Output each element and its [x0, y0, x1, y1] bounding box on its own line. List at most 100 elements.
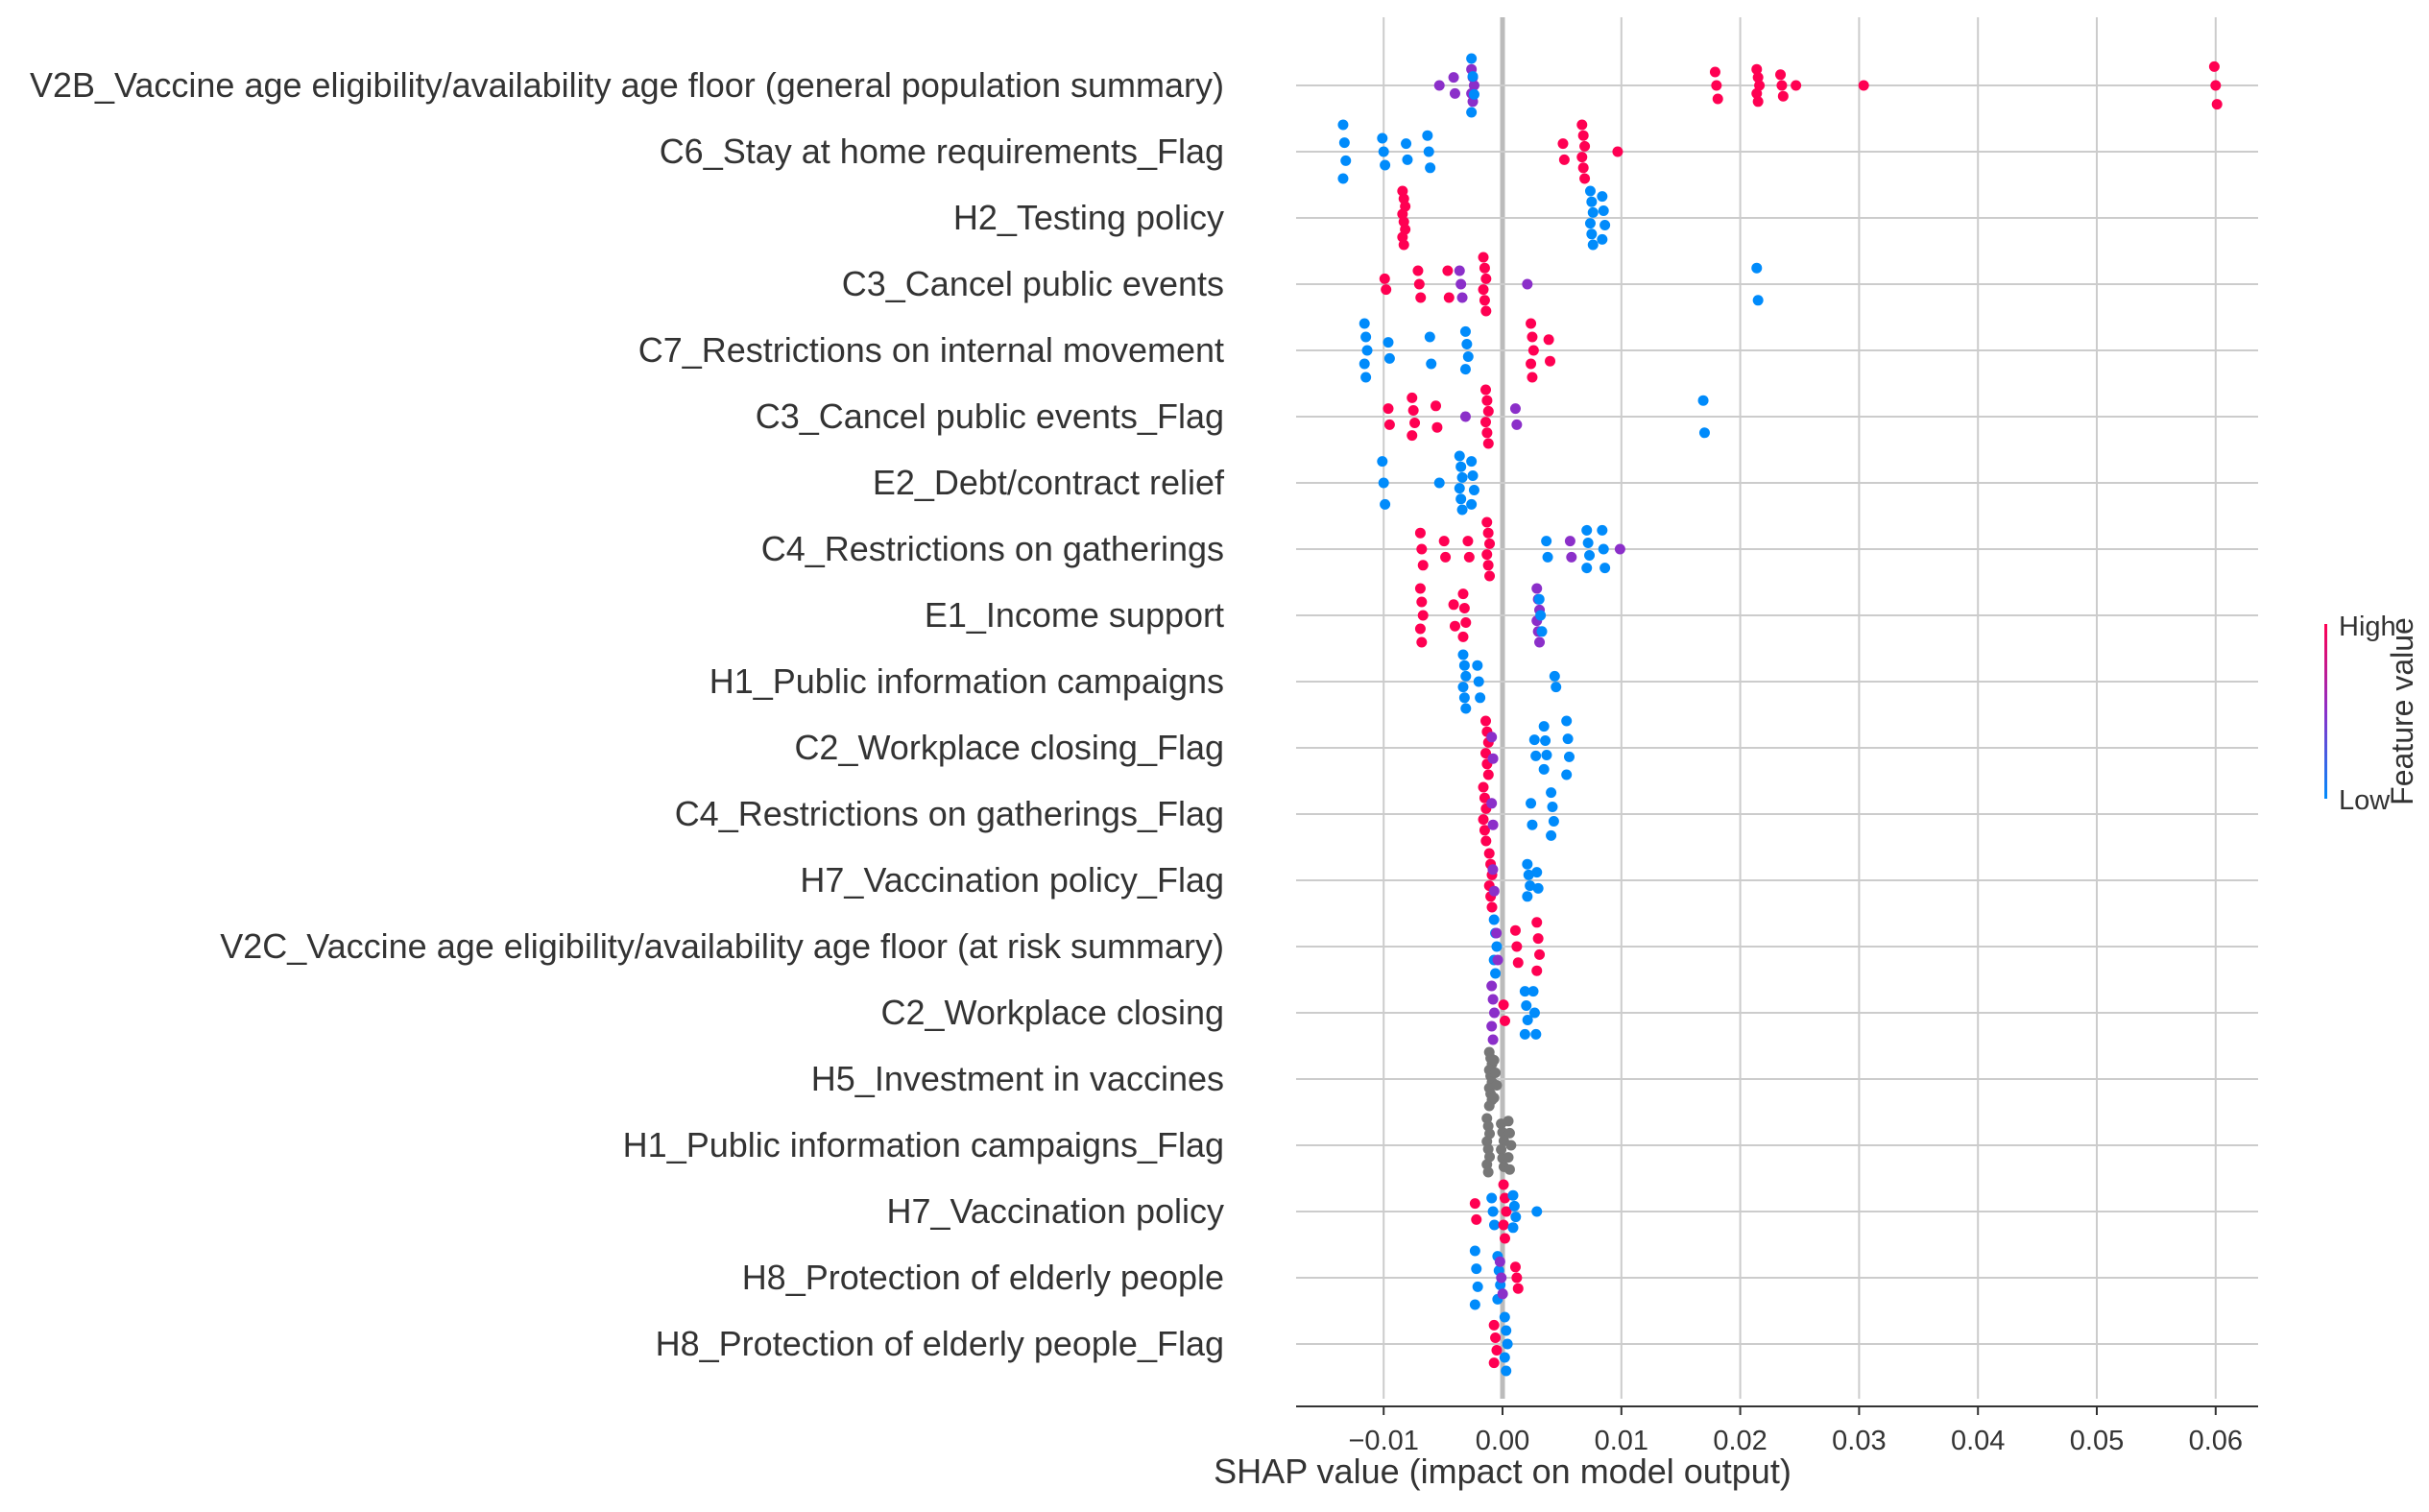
shap-point: [1531, 1206, 1543, 1217]
shap-point: [1438, 536, 1450, 547]
shap-point: [1499, 1192, 1510, 1204]
shap-point: [1498, 999, 1509, 1011]
shap-point: [1490, 968, 1502, 979]
shap-point: [1538, 721, 1550, 732]
shap-point: [1564, 536, 1575, 547]
shap-point: [1455, 278, 1467, 290]
shap-point: [1480, 417, 1492, 428]
shap-point: [1751, 63, 1763, 75]
shap-point: [1401, 138, 1412, 150]
shap-point: [1496, 1143, 1507, 1155]
shap-point: [1712, 93, 1723, 105]
shap-point: [1532, 933, 1544, 945]
shap-point: [1457, 649, 1469, 660]
shap-point: [1459, 325, 1471, 337]
shap-point: [1597, 524, 1608, 536]
shap-point: [1480, 748, 1492, 759]
feature-rows: V2B_Vaccine age eligibility/availability…: [30, 65, 2258, 1363]
shap-point: [1488, 1357, 1500, 1369]
shap-point: [1377, 132, 1388, 144]
shap-point: [1612, 146, 1623, 157]
shap-point: [1541, 536, 1552, 547]
shap-point: [1542, 551, 1553, 563]
shap-point: [1467, 470, 1479, 482]
shap-point: [1377, 456, 1388, 468]
shap-point: [1482, 1166, 1494, 1178]
shap-point: [1536, 626, 1548, 637]
shap-point: [1507, 1222, 1519, 1234]
shap-point: [1481, 549, 1493, 561]
shap-point: [1551, 682, 1562, 693]
shap-point: [1455, 461, 1467, 472]
shap-point: [1456, 292, 1468, 303]
shap-point: [1501, 1365, 1512, 1377]
shap-point: [1698, 427, 1710, 439]
shap-point: [1423, 146, 1434, 157]
shap-point: [1584, 218, 1596, 229]
shap-point: [1481, 516, 1493, 528]
shap-point: [1487, 1206, 1499, 1217]
shap-point: [1479, 825, 1490, 836]
shap-point: [1457, 588, 1469, 600]
shap-point: [1535, 610, 1547, 621]
shap-point: [1486, 732, 1498, 743]
shap-point: [1534, 636, 1546, 648]
shap-point: [1566, 551, 1577, 563]
shap-point: [1522, 278, 1533, 290]
colorbar-high-label: High: [2339, 612, 2396, 642]
feature-label: V2B_Vaccine age eligibility/availability…: [30, 65, 1224, 105]
shap-point: [1597, 233, 1608, 245]
shap-point: [1511, 1272, 1523, 1284]
x-axis-title: SHAP value (impact on model output): [1214, 1452, 1792, 1491]
shap-point: [1545, 355, 1556, 367]
shap-point: [1431, 400, 1442, 412]
shap-point: [1526, 358, 1537, 370]
shap-point: [1486, 901, 1498, 913]
shap-point: [1530, 1028, 1542, 1040]
shap-point: [1407, 430, 1418, 442]
shap-point: [1754, 80, 1766, 91]
shap-point: [1491, 1080, 1503, 1092]
shap-point: [1415, 292, 1427, 303]
shap-point: [1557, 138, 1569, 150]
shap-point: [1483, 1100, 1495, 1112]
shap-point: [1562, 733, 1574, 745]
feature-label: H2_Testing policy: [953, 198, 1224, 237]
shap-point: [1412, 265, 1424, 276]
x-tick-label: 0.04: [1951, 1426, 2005, 1456]
shap-point: [1581, 524, 1593, 536]
feature-label: C4_Restrictions on gatherings_Flag: [675, 794, 1224, 833]
shap-point: [1360, 372, 1372, 383]
shap-point: [1584, 550, 1596, 562]
shap-point: [1775, 69, 1787, 81]
shap-point: [1486, 1192, 1498, 1204]
shap-point: [1481, 427, 1493, 439]
feature-label: C6_Stay at home requirements_Flag: [660, 132, 1224, 171]
shap-point: [1416, 543, 1428, 555]
shap-point: [1484, 538, 1496, 549]
shap-point: [1359, 358, 1370, 370]
shap-point: [1543, 334, 1554, 346]
shap-point: [1561, 769, 1573, 780]
shap-point: [1531, 867, 1543, 878]
shap-point: [1480, 715, 1492, 727]
shap-point: [1488, 1319, 1500, 1331]
shap-point: [1530, 750, 1542, 761]
shap-point: [1487, 753, 1499, 764]
shap-point: [1488, 1054, 1500, 1066]
shap-point: [1614, 543, 1625, 555]
shap-point: [1431, 421, 1443, 433]
shap-point: [1414, 583, 1426, 594]
shap-point: [1478, 252, 1489, 263]
shap-point: [1383, 337, 1394, 348]
shap-point: [1378, 477, 1389, 489]
shap-point: [1480, 384, 1492, 396]
shap-point: [1491, 1345, 1503, 1356]
shap-point: [1577, 162, 1589, 174]
shap-point: [1337, 173, 1349, 184]
shap-point: [1469, 1198, 1480, 1210]
shap-point: [1456, 504, 1468, 516]
shap-point: [1488, 1219, 1500, 1231]
shap-point: [1449, 87, 1460, 99]
